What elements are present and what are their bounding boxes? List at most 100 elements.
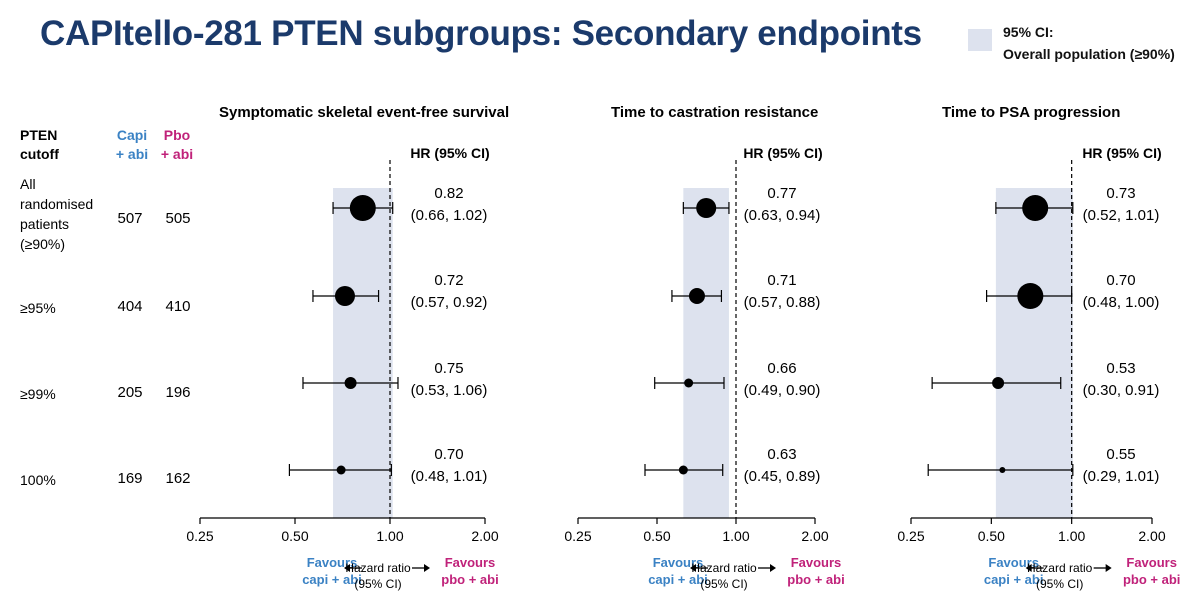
capi-n: 404 <box>117 298 143 315</box>
x-tick-label: 1.00 <box>376 528 403 544</box>
arrow-left-head <box>344 564 350 572</box>
arrow-left-head <box>690 564 696 572</box>
arrow-right-head <box>770 564 776 572</box>
pbo-n: 505 <box>165 210 191 227</box>
hr-value-label: 0.53 <box>1106 360 1135 377</box>
capi-n: 205 <box>117 384 143 401</box>
hr-value-label: 0.66 <box>767 360 796 377</box>
hr-value-label: 0.77 <box>767 185 796 202</box>
hr-header: HR (95% CI) <box>1082 145 1161 161</box>
pbo-n: 410 <box>165 298 191 315</box>
capi-n: 507 <box>117 210 143 227</box>
favours-pbo-label: Favours <box>445 555 496 570</box>
pten-header-line-2: cutoff <box>20 146 59 162</box>
hr-header: HR (95% CI) <box>743 145 822 161</box>
x-tick-label: 1.00 <box>1058 528 1085 544</box>
hr-point <box>999 467 1006 473</box>
pbo-header: Pbo + abi <box>160 126 194 164</box>
hr-point <box>1022 195 1049 221</box>
hr-value-label: 0.70 <box>434 446 463 463</box>
hr-value-label: 0.75 <box>434 360 463 377</box>
favours-capi-label: capi + abi <box>984 572 1044 587</box>
row-label-line: All <box>20 176 36 192</box>
axis-label: Hazard ratio <box>1027 561 1093 575</box>
x-tick-label: 0.50 <box>281 528 308 544</box>
ci-value-label: (0.66, 1.02) <box>411 207 488 224</box>
x-tick-label: 0.25 <box>564 528 591 544</box>
row-label-99: ≥99% <box>20 386 56 402</box>
panel-title-sse: Symptomatic skeletal event-free survival <box>219 104 510 121</box>
ci-value-label: (0.30, 0.91) <box>1083 382 1160 399</box>
legend-swatch <box>968 29 992 51</box>
x-tick-label: 2.00 <box>471 528 498 544</box>
pbo-header-line-1: Pbo <box>163 127 191 143</box>
arrow-left-head <box>1025 564 1032 572</box>
page-title: CAPItello-281 PTEN subgroups: Secondary … <box>40 14 922 53</box>
hr-value-label: 0.71 <box>767 272 796 289</box>
favours-pbo-label: Favours <box>1126 555 1177 570</box>
favours-capi-label: capi + abi <box>302 572 362 587</box>
hr-point <box>344 377 357 389</box>
x-tick-label: 0.25 <box>186 528 213 544</box>
panel-title-castration: Time to castration resistance <box>611 104 819 121</box>
capi-header-line-1: Capi <box>116 127 148 143</box>
overall-ci-band <box>333 188 393 518</box>
pbo-n: 196 <box>165 384 191 401</box>
favours-pbo-label: pbo + abi <box>787 572 844 587</box>
ci-value-label: (0.48, 1.01) <box>411 468 488 485</box>
hr-point <box>688 288 705 304</box>
hr-point <box>992 377 1005 389</box>
hr-value-label: 0.82 <box>434 185 463 202</box>
hr-point <box>349 195 376 221</box>
arrow-right-head <box>424 564 430 572</box>
hr-point <box>696 198 717 218</box>
arrow-right-head <box>1105 564 1112 572</box>
hr-value-label: 0.55 <box>1106 446 1135 463</box>
axis-label: Hazard ratio <box>691 561 757 575</box>
hr-value-label: 0.63 <box>767 446 796 463</box>
ci-value-label: (0.29, 1.01) <box>1083 468 1160 485</box>
hr-value-label: 0.70 <box>1106 272 1135 289</box>
capi-header: Capi + abi <box>112 126 152 164</box>
hr-point <box>678 465 688 475</box>
panel-title-psa: Time to PSA progression <box>942 104 1121 121</box>
pbo-n: 162 <box>165 470 191 487</box>
row-label-all: All randomised patients (≥90%) <box>20 174 93 254</box>
x-tick-label: 0.50 <box>643 528 670 544</box>
favours-pbo-label: pbo + abi <box>441 572 498 587</box>
ci-value-label: (0.57, 0.88) <box>744 294 821 311</box>
capi-header-line-2: + abi <box>115 146 149 162</box>
capi-n: 169 <box>117 470 143 487</box>
ci-value-label: (0.52, 1.01) <box>1083 207 1160 224</box>
ci-value-label: (0.63, 0.94) <box>744 207 821 224</box>
ci-value-label: (0.45, 0.89) <box>744 468 821 485</box>
hr-point <box>1017 283 1044 309</box>
pbo-header-line-2: + abi <box>160 146 194 162</box>
x-tick-label: 1.00 <box>722 528 749 544</box>
x-tick-label: 2.00 <box>1138 528 1165 544</box>
legend: 95% CI: Overall population (≥90%) <box>1003 21 1175 65</box>
hr-point <box>334 286 355 306</box>
overall-ci-band <box>995 188 1073 518</box>
ci-value-label: (0.57, 0.92) <box>411 294 488 311</box>
pten-cutoff-header: PTEN cutoff <box>20 126 59 164</box>
ci-value-label: (0.48, 1.00) <box>1083 294 1160 311</box>
axis-label: Hazard ratio <box>345 561 411 575</box>
pten-header-line-1: PTEN <box>20 127 58 143</box>
favours-capi-label: Favours <box>307 555 358 570</box>
overall-ci-band <box>683 188 729 518</box>
x-tick-label: 2.00 <box>801 528 828 544</box>
favours-pbo-label: pbo + abi <box>1123 572 1180 587</box>
hr-value-label: 0.72 <box>434 272 463 289</box>
hr-point <box>684 378 694 388</box>
favours-pbo-label: Favours <box>791 555 842 570</box>
favours-capi-label: Favours <box>653 555 704 570</box>
row-label-line: randomised <box>20 196 94 212</box>
favours-capi-label: capi + abi <box>648 572 708 587</box>
x-tick-label: 0.25 <box>897 528 924 544</box>
row-label-95: ≥95% <box>20 300 56 316</box>
legend-line-1: 95% CI: <box>1003 24 1054 40</box>
hr-value-label: 0.73 <box>1106 185 1135 202</box>
axis-label: (95% CI) <box>700 577 747 591</box>
